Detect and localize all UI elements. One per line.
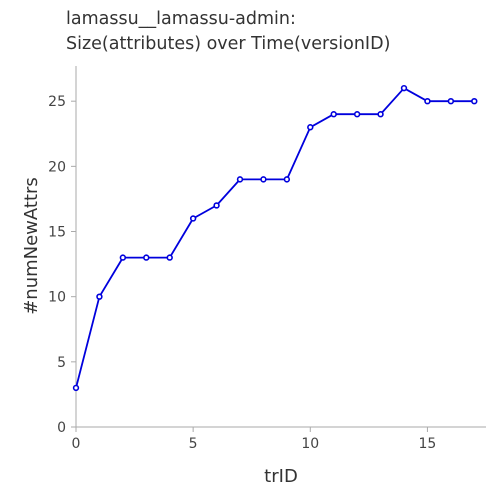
y-tick-label: 0 xyxy=(57,420,66,436)
data-point xyxy=(213,202,220,209)
series-line xyxy=(75,87,475,389)
series-layer xyxy=(72,84,478,392)
data-point xyxy=(72,384,80,392)
data-point xyxy=(377,111,384,118)
data-point xyxy=(189,215,197,222)
chart-title: lamassu__lamassu-admin: Size(attributes)… xyxy=(66,7,390,57)
x-tick-label: 5 xyxy=(189,436,198,452)
data-point xyxy=(330,111,337,118)
y-tick-label: 25 xyxy=(48,94,66,110)
data-point xyxy=(424,97,431,105)
chart-title-line-2: Size(attributes) over Time(versionID) xyxy=(66,34,391,54)
y-tick-label: 10 xyxy=(48,290,66,306)
data-point xyxy=(143,254,150,261)
data-point xyxy=(353,111,361,118)
x-ticks: 0 5 10 15 xyxy=(72,427,437,452)
data-point xyxy=(96,293,103,300)
data-point xyxy=(307,124,314,131)
y-axis-label: #numNewAttrs xyxy=(21,177,42,315)
data-point xyxy=(236,176,244,183)
x-axis-label: trID xyxy=(264,466,298,487)
data-point xyxy=(400,84,408,92)
data-point xyxy=(447,97,455,105)
chart-title-line-1: lamassu__lamassu-admin: xyxy=(66,9,296,29)
y-ticks: 0 5 10 15 20 25 xyxy=(48,94,76,436)
y-tick-label: 15 xyxy=(48,225,66,241)
y-tick-label: 5 xyxy=(57,355,66,371)
data-point xyxy=(260,176,267,183)
data-point xyxy=(283,176,291,183)
x-tick-label: 10 xyxy=(301,436,319,452)
data-point xyxy=(166,254,173,261)
data-point xyxy=(471,97,478,105)
data-point xyxy=(119,254,127,261)
y-tick-label: 20 xyxy=(48,159,66,175)
x-tick-label: 15 xyxy=(419,436,437,452)
x-tick-label: 0 xyxy=(72,436,81,452)
